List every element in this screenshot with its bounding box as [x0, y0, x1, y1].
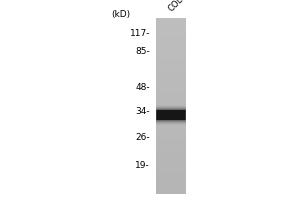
Text: 26-: 26-	[135, 132, 150, 142]
FancyBboxPatch shape	[156, 107, 186, 123]
Text: COLO205: COLO205	[166, 0, 200, 13]
FancyBboxPatch shape	[156, 108, 186, 122]
Text: 19-: 19-	[135, 160, 150, 170]
FancyBboxPatch shape	[156, 18, 186, 194]
Text: 48-: 48-	[135, 83, 150, 92]
Text: 34-: 34-	[135, 106, 150, 116]
FancyBboxPatch shape	[156, 110, 186, 120]
Text: 85-: 85-	[135, 46, 150, 55]
Text: 117-: 117-	[130, 28, 150, 38]
FancyBboxPatch shape	[156, 106, 186, 124]
Text: (kD): (kD)	[111, 10, 130, 20]
